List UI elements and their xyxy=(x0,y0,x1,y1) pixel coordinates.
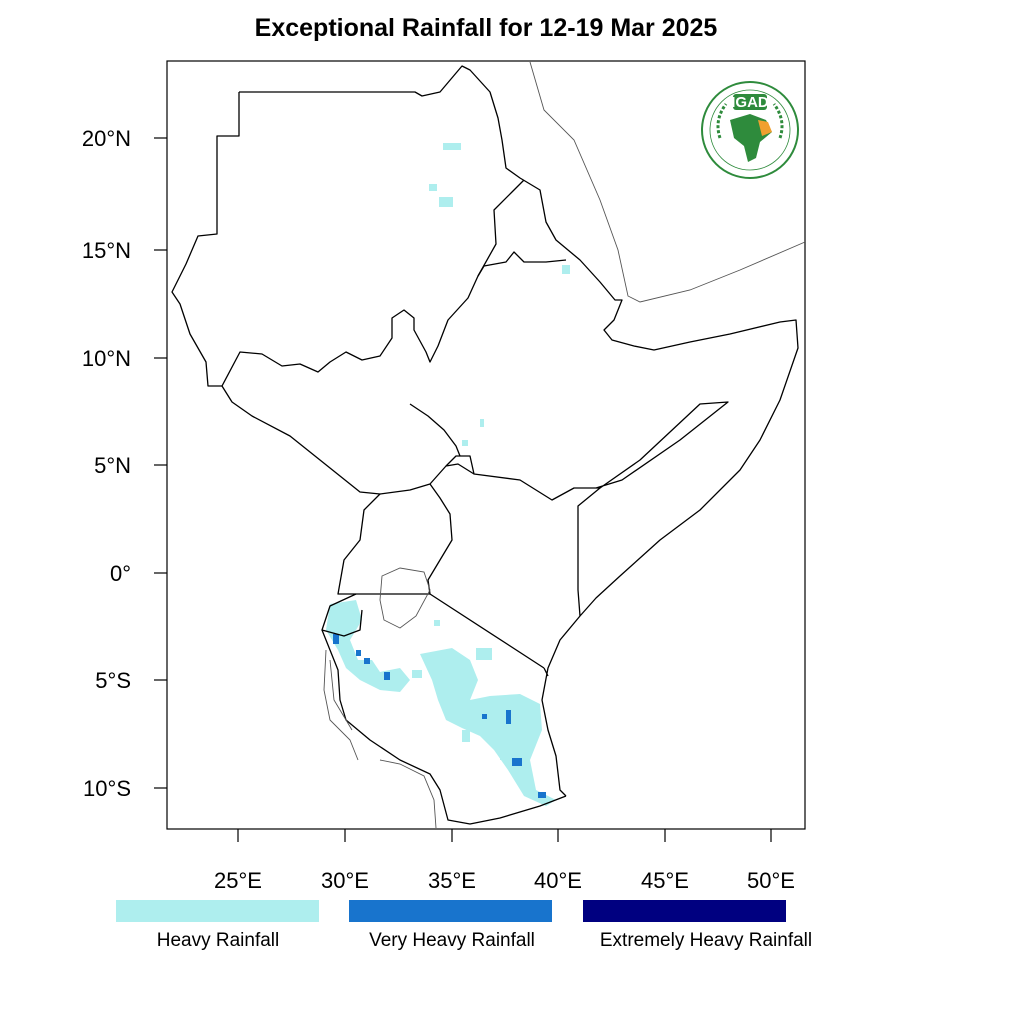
lon-tick-label: 25°E xyxy=(214,868,262,893)
country-borders xyxy=(171,65,799,825)
legend-very-heavy-swatch xyxy=(349,900,552,922)
very-heavy-rainfall-areas xyxy=(333,634,546,798)
lon-tick-label: 35°E xyxy=(428,868,476,893)
legend-very-heavy-label: Very Heavy Rainfall xyxy=(369,930,535,951)
lon-tick-label: 45°E xyxy=(641,868,689,893)
lat-tick-label: 15°N xyxy=(82,238,131,263)
lat-tick-labels: 20°N 15°N 10°N 5°N 0° 5°S 10°S xyxy=(82,126,131,801)
legend-heavy-swatch xyxy=(116,900,319,922)
legend-extreme-swatch xyxy=(583,900,786,922)
lon-tick-labels: 25°E 30°E 35°E 40°E 45°E 50°E xyxy=(214,868,795,893)
lon-tick-label: 50°E xyxy=(747,868,795,893)
lat-tick-label: 20°N xyxy=(82,126,131,151)
lakes-and-coast xyxy=(323,61,806,829)
heavy-rainfall-areas xyxy=(326,143,570,806)
igad-logo: IGAD xyxy=(701,81,799,179)
lon-tick-label: 40°E xyxy=(534,868,582,893)
lat-tick-label: 10°N xyxy=(82,346,131,371)
lat-ticks xyxy=(154,137,167,789)
legend-heavy-label: Heavy Rainfall xyxy=(156,930,280,951)
lat-tick-label: 5°S xyxy=(95,668,131,693)
lat-tick-label: 0° xyxy=(110,561,131,586)
lon-tick-label: 30°E xyxy=(321,868,369,893)
lat-tick-label: 10°S xyxy=(83,776,131,801)
logo-text: IGAD xyxy=(731,94,769,111)
lon-ticks xyxy=(237,829,772,842)
legend-extreme-label: Extremely Heavy Rainfall xyxy=(599,930,813,951)
lat-tick-label: 5°N xyxy=(94,453,131,478)
map-title: Exceptional Rainfall for 12-19 Mar 2025 xyxy=(254,14,718,42)
